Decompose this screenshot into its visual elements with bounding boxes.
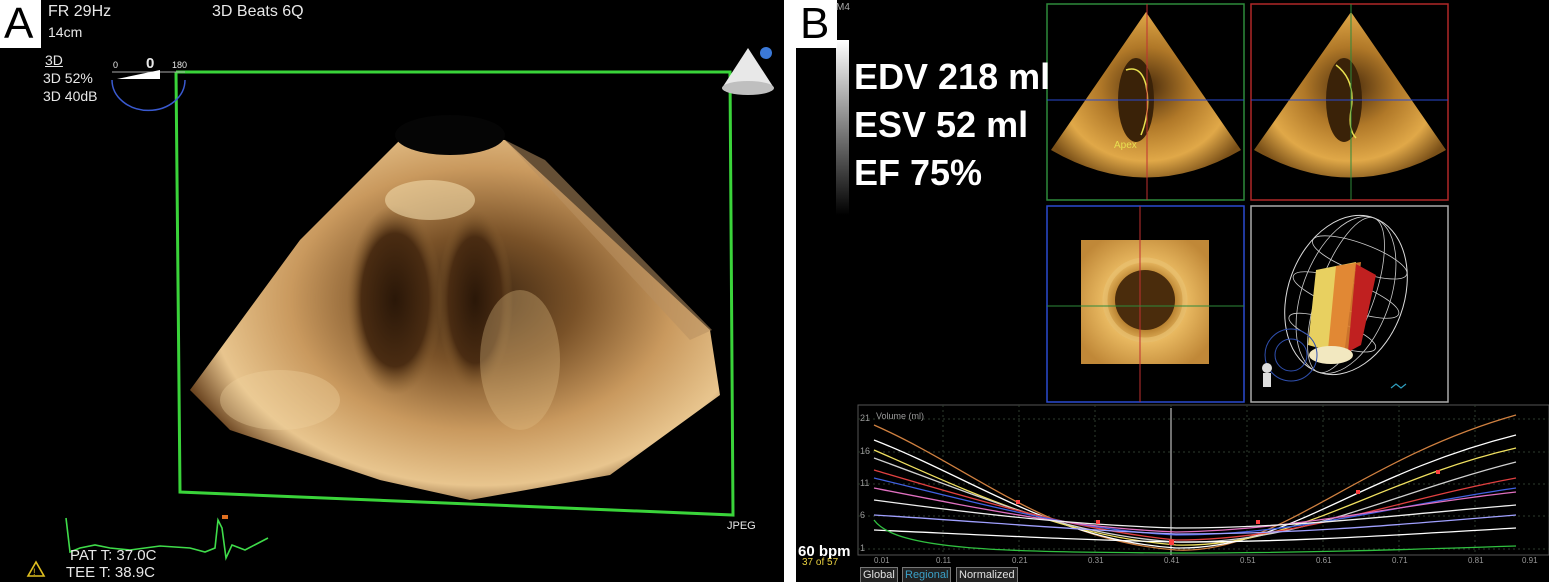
panel-letter-b: B: [796, 0, 838, 48]
angle-max: 180: [172, 60, 188, 70]
regional-button[interactable]: Regional: [902, 567, 952, 582]
panel-b-graphics: [836, 3, 1549, 556]
y-tick-21: 21: [860, 413, 871, 423]
right-cavity: [437, 210, 513, 390]
esv-value: ESV 52 ml: [854, 104, 1029, 145]
view-short-axis: [1046, 205, 1245, 403]
patient-temperature: PAT T: 37.0C: [70, 547, 157, 564]
angle-scale: [111, 70, 186, 112]
frame-counter: 37 of 57: [802, 557, 839, 568]
warning-icon: !: [26, 560, 46, 577]
y-tick-11: 11: [860, 478, 870, 488]
x-tick-2: 0.21: [1012, 556, 1028, 565]
acquisition-mode: 3D Beats 6Q: [212, 3, 304, 20]
ecg-trace: [65, 517, 269, 561]
view-four-chamber: [1046, 3, 1245, 201]
apex-label: Apex: [1114, 140, 1137, 151]
heart-rate: 60 bpm: [798, 543, 851, 560]
angle-min: 0: [113, 60, 119, 70]
panel-a-3d-echo: ! A FR 29Hz 3D Beats 6Q 14cm 3D 3D 52% 3…: [0, 0, 784, 582]
x-tick-7: 0.71: [1392, 556, 1408, 565]
global-button[interactable]: Global: [860, 567, 898, 582]
view-lv-model: [1250, 205, 1449, 403]
angle-current: 0: [146, 55, 155, 72]
y-tick-6: 6: [860, 510, 866, 520]
volume-curve-plot: [857, 404, 1549, 556]
svg-text:!: !: [33, 567, 36, 577]
y-tick-16: 16: [860, 446, 871, 456]
x-tick-4: 0.41: [1164, 556, 1180, 565]
ef-value: EF 75%: [854, 152, 983, 193]
depth: 14cm: [48, 24, 83, 40]
x-tick-3: 0.31: [1088, 556, 1104, 565]
corner-label: M4: [836, 2, 850, 13]
frame-rate: FR 29Hz: [48, 3, 112, 20]
gain-setting: 3D 52%: [43, 70, 93, 86]
edv-value: EDV 218 ml: [854, 56, 1051, 97]
x-tick-8: 0.81: [1468, 556, 1484, 565]
x-tick-5: 0.51: [1240, 556, 1256, 565]
compress-setting: 3D 40dB: [43, 88, 98, 104]
crop-box: [174, 70, 735, 517]
view-two-chamber: [1250, 3, 1449, 201]
x-tick-1: 0.11: [936, 556, 951, 565]
panel-letter-a: A: [0, 0, 42, 48]
left-cavity: [347, 205, 443, 395]
probe-orientation-icon: [722, 47, 774, 95]
mode-label: 3D: [45, 52, 63, 68]
y-tick-1: 1: [860, 543, 866, 553]
x-tick-6: 0.61: [1316, 556, 1332, 565]
x-tick-9: 0.91: [1522, 556, 1538, 565]
plot-title: Volume (ml): [876, 411, 925, 421]
x-tick-0: 0.01: [874, 556, 890, 565]
image-format: JPEG: [727, 520, 756, 532]
probe-temperature: TEE T: 38.9C: [66, 564, 155, 581]
panel-a-graphics: !: [26, 47, 774, 577]
panel-b-lv-analysis: B M4 EDV 218 ml ESV 52 ml EF 75% Apex Vo…: [796, 0, 1549, 582]
greyscale-bar: [836, 40, 849, 215]
normalized-button[interactable]: Normalized: [956, 567, 1018, 582]
